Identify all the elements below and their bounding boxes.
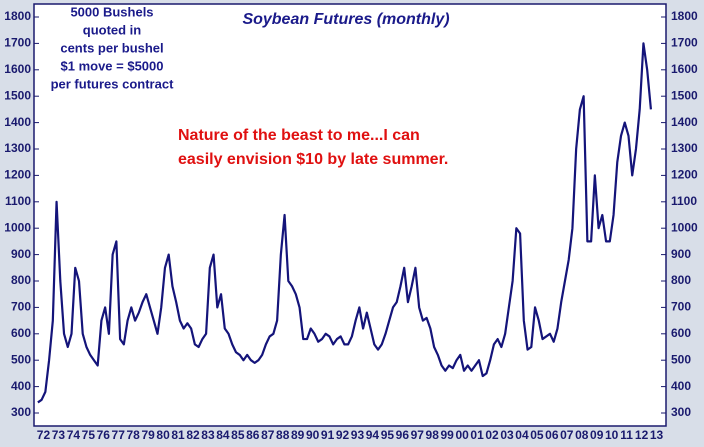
y-tick-label: 1300 — [4, 141, 31, 155]
y-tick-label: 1000 — [4, 220, 31, 234]
x-tick-label: 79 — [141, 428, 155, 442]
note-line: $1 move = $5000 — [61, 58, 164, 73]
x-tick-label: 85 — [231, 428, 245, 442]
y2-tick-label: 1600 — [671, 62, 698, 76]
y-tick-label: 500 — [11, 352, 31, 366]
x-tick-label: 13 — [650, 428, 664, 442]
chart-title: Soybean Futures (monthly) — [242, 11, 449, 28]
note-line: 5000 Bushels — [70, 4, 153, 19]
price-line — [37, 42, 653, 404]
x-tick-label: 11 — [620, 428, 633, 442]
x-tick-label: 92 — [336, 428, 350, 442]
x-tick-label: 94 — [366, 428, 380, 442]
y2-tick-label: 1200 — [671, 168, 698, 182]
y2-tick-label: 500 — [671, 352, 691, 366]
y-tick-label: 1200 — [4, 168, 31, 182]
x-tick-label: 98 — [426, 428, 440, 442]
y-tick-label: 400 — [11, 379, 31, 393]
y2-tick-label: 1500 — [671, 88, 698, 102]
x-tick-label: 96 — [396, 428, 410, 442]
y-tick-label: 1100 — [5, 194, 31, 208]
x-tick-label: 80 — [156, 428, 170, 442]
x-tick-label: 12 — [635, 428, 649, 442]
x-tick-label: 95 — [381, 428, 395, 442]
x-tick-label: 75 — [82, 428, 96, 442]
y-tick-label: 1500 — [4, 88, 31, 102]
y-tick-label: 900 — [11, 247, 31, 261]
note-line: quoted in — [83, 22, 142, 37]
x-tick-label: 77 — [112, 428, 126, 442]
x-tick-label: 99 — [441, 428, 455, 442]
x-tick-label: 01 — [470, 428, 484, 442]
note: 5000 Bushels quoted in cents per bushel $1 … — [51, 4, 174, 91]
x-tick-label: 86 — [246, 428, 260, 442]
x-tick-label: 81 — [171, 428, 185, 442]
y2-tick-label: 800 — [671, 273, 691, 287]
x-tick-label: 84 — [216, 428, 230, 442]
y-tick-label: 700 — [11, 300, 31, 314]
y-tick-label: 300 — [11, 405, 31, 419]
y2-tick-label: 1300 — [671, 141, 698, 155]
x-tick-label: 93 — [351, 428, 365, 442]
x-tick-label: 07 — [560, 428, 574, 442]
note-line: cents per bushel — [60, 40, 163, 55]
x-tick-label: 04 — [515, 428, 529, 442]
x-tick-label: 89 — [291, 428, 305, 442]
x-tick-label: 90 — [306, 428, 320, 442]
y-tick-label: 1700 — [4, 36, 31, 50]
y2-tick-label: 1100 — [671, 194, 697, 208]
x-tick-label: 08 — [575, 428, 589, 442]
x-tick-label: 88 — [276, 428, 290, 442]
plot-area — [33, 3, 667, 427]
x-tick-label: 03 — [500, 428, 514, 442]
x-tick-label: 10 — [605, 428, 619, 442]
y2-tick-label: 600 — [671, 326, 691, 340]
callout-line: easily envision $10 by late summer. — [178, 151, 448, 168]
y-tick-label: 600 — [11, 326, 31, 340]
x-tick-label: 97 — [411, 428, 425, 442]
x-tick-label: 09 — [590, 428, 604, 442]
x-tick-label: 78 — [127, 428, 141, 442]
y-tick-label: 1800 — [4, 9, 31, 23]
x-tick-label: 82 — [186, 428, 200, 442]
x-tick-label: 91 — [321, 428, 335, 442]
x-tick-label: 72 — [37, 428, 51, 442]
y-tick-label: 800 — [11, 273, 31, 287]
x-tick-label: 05 — [530, 428, 544, 442]
note-line: per futures contract — [51, 76, 174, 91]
callout-line: Nature of the beast to me...I can — [178, 127, 420, 144]
y2-tick-label: 1400 — [671, 115, 698, 129]
y2-tick-label: 1000 — [671, 220, 698, 234]
x-tick-label: 87 — [261, 428, 275, 442]
y2-tick-label: 700 — [671, 300, 691, 314]
x-tick-label: 06 — [545, 428, 559, 442]
y2-tick-label: 300 — [671, 405, 691, 419]
y-tick-label: 1400 — [4, 115, 31, 129]
y2-tick-label: 1800 — [671, 9, 698, 23]
y-tick-label: 1600 — [4, 62, 31, 76]
y2-tick-label: 1700 — [671, 36, 698, 50]
x-tick-label: 76 — [97, 428, 111, 442]
x-tick-label: 73 — [52, 428, 66, 442]
callout: Nature of the beast to me...I can easily … — [178, 127, 448, 168]
y2-tick-label: 400 — [671, 379, 691, 393]
y2-tick-label: 900 — [671, 247, 691, 261]
x-tick-label: 74 — [67, 428, 81, 442]
x-tick-label: 00 — [455, 428, 469, 442]
x-tick-label: 02 — [485, 428, 499, 442]
x-tick-label: 83 — [201, 428, 215, 442]
